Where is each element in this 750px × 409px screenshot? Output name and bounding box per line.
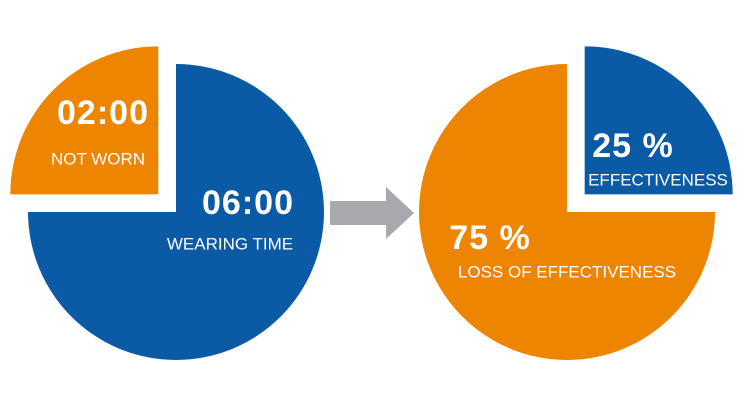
slice-category-label: WEARING TIME — [167, 234, 293, 253]
slice-value-label: 75 % — [449, 219, 531, 257]
arrow — [330, 187, 414, 239]
slice-value-label: 25 % — [592, 127, 674, 165]
pie-slice — [10, 46, 159, 195]
slice-category-label: NOT WORN — [51, 149, 145, 168]
pie-slice — [584, 46, 733, 195]
pie-slice — [419, 64, 715, 360]
slice-value-label: 06:00 — [202, 184, 294, 222]
pie-slice — [28, 64, 324, 360]
slice-value-label: 02:00 — [57, 94, 149, 132]
slice-category-label: EFFECTIVENESS — [588, 170, 728, 189]
slice-category-label: LOSS OF EFFECTIVENESS — [458, 262, 676, 281]
